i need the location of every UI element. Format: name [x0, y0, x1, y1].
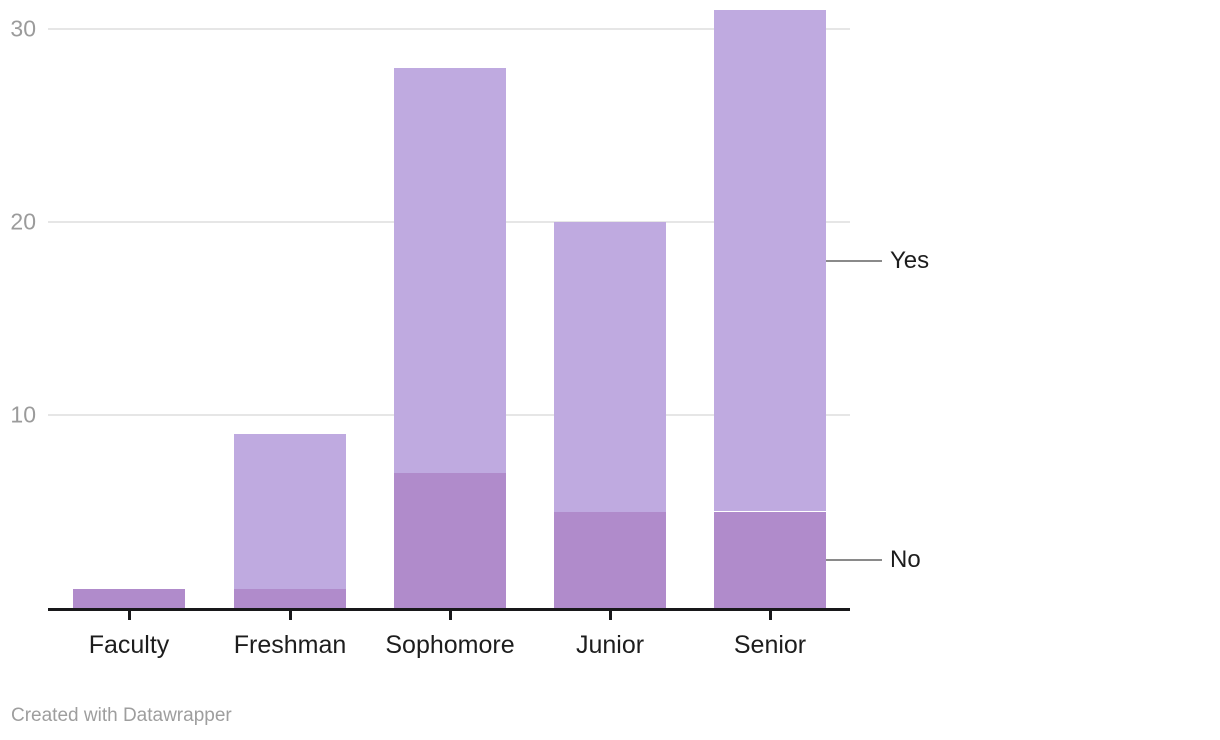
y-axis-tick-label: 30: [10, 15, 36, 42]
bar-segment-no-faculty[interactable]: [73, 588, 185, 608]
category-label-faculty: Faculty: [88, 631, 170, 659]
x-axis-tickmark: [768, 611, 772, 620]
category-label-sophomore: Sophomore: [385, 631, 515, 659]
x-axis-tickmark: [608, 611, 612, 620]
category-label-freshman: Freshman: [233, 631, 347, 659]
bar-segment-no-freshman[interactable]: [234, 588, 346, 608]
bar-segment-no-junior[interactable]: [554, 511, 666, 608]
x-axis-line: [48, 608, 850, 611]
legend-leader-line-yes: [826, 260, 882, 262]
x-axis-tickmark: [127, 611, 131, 620]
x-axis-tickmark: [448, 611, 452, 620]
y-axis-tick-label: 20: [10, 208, 36, 235]
category-label-junior: Junior: [575, 631, 645, 659]
legend-label-no: No: [890, 546, 921, 573]
legend-leader-line-no: [826, 559, 882, 561]
x-axis-tickmark: [288, 611, 292, 620]
bar-segment-no-sophomore[interactable]: [394, 472, 506, 608]
bar-segment-yes-freshman[interactable]: [234, 434, 346, 589]
y-axis-tick-label: 10: [10, 401, 36, 428]
datawrapper-credit-link[interactable]: Created with Datawrapper: [11, 705, 232, 726]
y-gridline-30: [48, 28, 850, 30]
bar-segment-no-senior[interactable]: [714, 511, 826, 608]
legend-label-yes: Yes: [890, 247, 930, 274]
bar-segment-yes-senior[interactable]: [714, 9, 826, 512]
bar-segment-yes-sophomore[interactable]: [394, 67, 506, 473]
category-label-senior: Senior: [733, 631, 807, 659]
bar-segment-yes-junior[interactable]: [554, 222, 666, 512]
